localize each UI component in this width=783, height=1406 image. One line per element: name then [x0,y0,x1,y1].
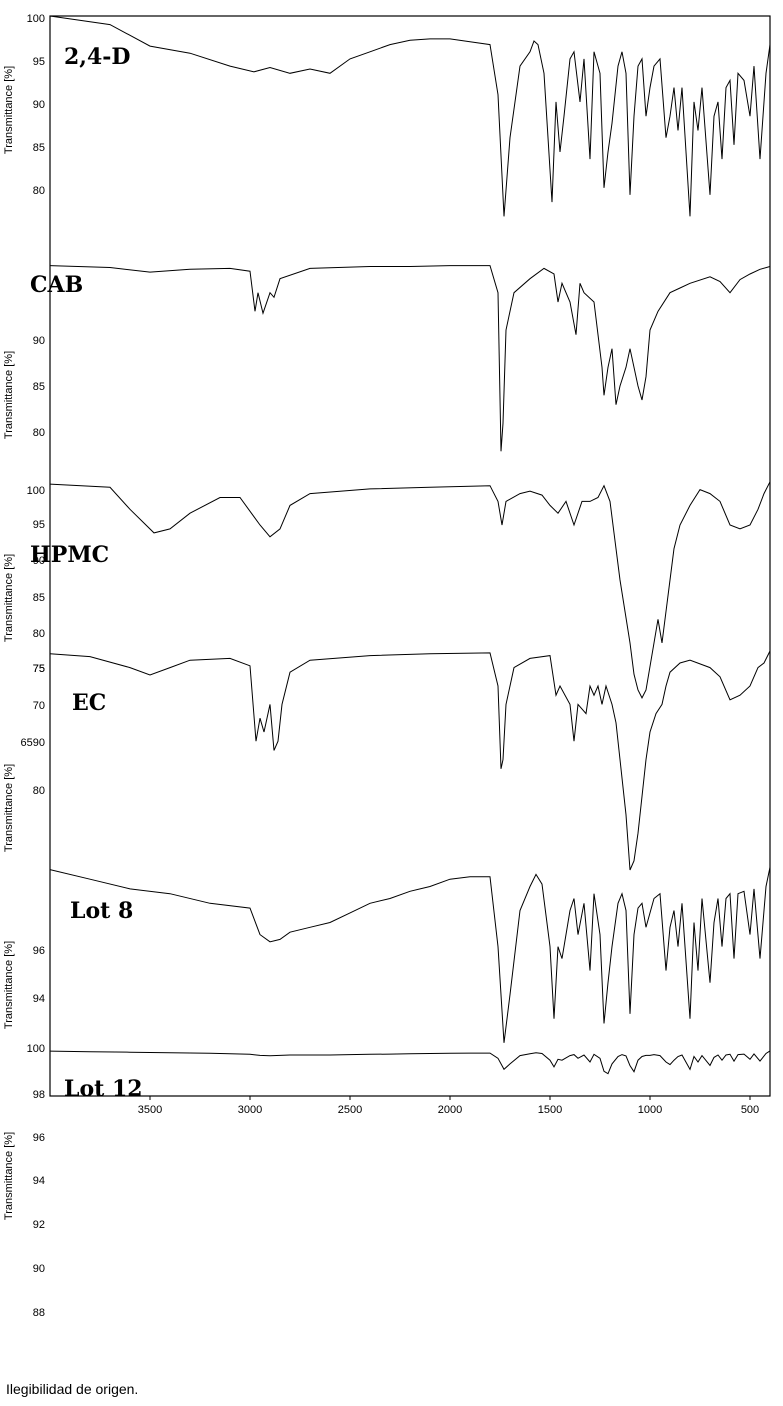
y-tick-label: 100 [27,485,45,497]
y-tick-label: 80 [33,185,45,197]
x-tick-label: 500 [741,1104,759,1116]
y-tick-label: 90 [33,1263,45,1275]
trace-lot-8 [49,867,771,1043]
y-tick-label: 100 [27,1043,45,1055]
x-tick-label: 3500 [138,1104,162,1116]
y-tick-label: 94 [33,993,45,1005]
y-tick-label: 95 [33,56,45,68]
y-axis-title: Transmittance [%] [3,66,15,154]
x-tick-label: 1000 [638,1104,662,1116]
series-label-ec: EC [72,690,106,716]
series-label-lot-8: Lot 8 [70,898,133,924]
trace-2-4-d [49,15,771,217]
series-labels: 2,4-D CAB HPMC EC Lot 8 Lot 12 [30,44,143,1102]
y-tick-label: 6590 [21,737,45,749]
x-tick-label: 3000 [238,1104,262,1116]
trace-lot-12 [49,1050,771,1075]
y-axis-title: Transmittance [%] [3,554,15,642]
y-tick-label: 80 [33,628,45,640]
y-tick-label: 90 [33,335,45,347]
x-tick-label: 1500 [538,1104,562,1116]
y-tick-label: 90 [33,99,45,111]
series-label-cab: CAB [30,272,83,298]
y-tick-label: 95 [33,519,45,531]
trace-hpmc [49,481,771,700]
trace-cab [49,265,771,452]
y-axes: 100 95 90 85 80 Transmittance [%] 90 85 80 Transm… [3,13,45,1319]
y-axis-title: Transmittance [%] [3,1132,15,1220]
y-tick-label: 70 [33,700,45,712]
x-tick-label: 2000 [438,1104,462,1116]
y-tick-label: 75 [33,663,45,675]
y-tick-label: 90 [33,555,45,567]
plot-frame [49,15,771,1097]
y-tick-label: 85 [33,381,45,393]
y-tick-label: 96 [33,945,45,957]
y-tick-label: 94 [33,1175,45,1187]
y-axis-title: Transmittance [%] [3,941,15,1029]
y-tick-label: 75 [33,663,45,675]
series-label-2-4-d: 2,4-D [64,44,130,70]
y-tick-label: 100 [27,13,45,25]
y-tick-label: 88 [33,1307,45,1319]
y-tick-label: 80 [33,427,45,439]
y-tick-label: 80 [33,785,45,797]
y-tick-label: 98 [33,1089,45,1101]
series-label-hpmc: HPMC [30,542,109,568]
figure-caption: Ilegibilidad de origen. [6,1381,139,1397]
y-tick-label: 85 [33,592,45,604]
y-tick-label: 96 [33,1132,45,1144]
y-tick-label: 85 [33,142,45,154]
series-label-lot-12: Lot 12 [64,1076,143,1102]
x-tick-label: 2500 [338,1104,362,1116]
y-axis-title: Transmittance [%] [3,764,15,852]
trace-ec [49,650,771,871]
x-axis: 3500 3000 2500 2000 1500 1000 500 [138,1096,759,1116]
spectra-traces [49,15,771,1075]
y-tick-label: 92 [33,1219,45,1231]
y-axis-title: Transmittance [%] [3,351,15,439]
